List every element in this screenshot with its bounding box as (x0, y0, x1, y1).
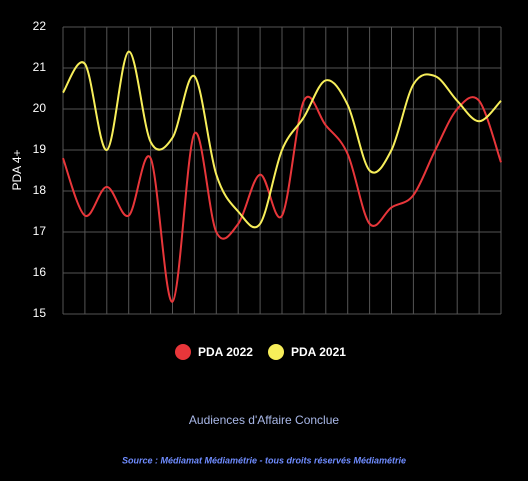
y-tick-label: 22 (33, 19, 47, 33)
y-tick-label: 15 (33, 306, 47, 320)
y-tick-label: 19 (33, 142, 47, 156)
legend-label: PDA 2021 (291, 345, 346, 359)
legend-marker (268, 344, 284, 360)
legend-marker (175, 344, 191, 360)
y-tick-label: 16 (33, 265, 47, 279)
legend-label: PDA 2022 (198, 345, 253, 359)
y-tick-label: 18 (33, 183, 47, 197)
y-axis-label: PDA 4+ (10, 149, 24, 190)
line-series (62, 50, 502, 229)
x-axis-label: Audiences d'Affaire Conclue (189, 413, 339, 427)
y-tick-label: 17 (33, 224, 47, 238)
source: Source : Médiamat Médiamétrie - tous dro… (122, 455, 406, 465)
line-series (62, 96, 502, 303)
y-tick-label: 21 (33, 60, 47, 74)
y-tick-label: 20 (33, 101, 47, 115)
